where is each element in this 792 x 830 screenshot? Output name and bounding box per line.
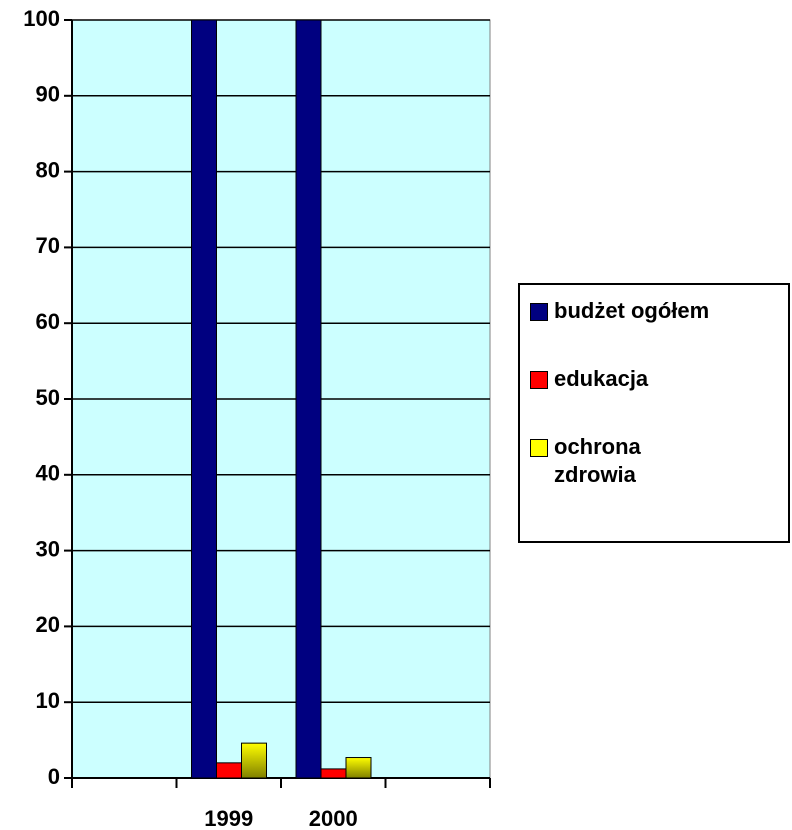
plot: 0 10 20 30 40 50 60 70 80 90 100 1999 2000 [23, 6, 491, 830]
bar [241, 742, 267, 779]
bar [191, 19, 217, 779]
legend-label: ochrona zdrowia [554, 434, 641, 487]
y-tick-label: 100 [23, 6, 60, 31]
y-tick-label: 80 [36, 157, 60, 182]
legend-label: edukacja [554, 366, 649, 391]
y-tick-label: 40 [36, 461, 60, 486]
legend: budżet ogółem edukacja ochrona zdrowia [518, 283, 790, 543]
y-tick-label: 60 [36, 309, 60, 334]
x-tick-label: 2000 [309, 806, 358, 830]
legend-item: budżet ogółem [528, 297, 780, 325]
bar [320, 768, 347, 779]
legend-label: budżet ogółem [554, 298, 710, 323]
legend-item: edukacja [528, 365, 780, 393]
legend-key [530, 303, 548, 321]
y-tick-label: 70 [36, 233, 60, 258]
bar [216, 762, 242, 779]
y-tick-label: 10 [36, 688, 60, 713]
bar [295, 19, 322, 779]
y-tick-label: 20 [36, 612, 60, 637]
x-tick-label: 1999 [204, 806, 253, 830]
y-tick-label: 50 [36, 385, 60, 410]
bar [345, 757, 372, 779]
legend-key [530, 371, 548, 389]
legend-key [530, 439, 548, 457]
legend-item: ochrona zdrowia [528, 433, 780, 489]
y-tick-label: 90 [36, 82, 60, 107]
y-tick-label: 30 [36, 536, 60, 561]
y-tick-label: 0 [48, 764, 60, 789]
